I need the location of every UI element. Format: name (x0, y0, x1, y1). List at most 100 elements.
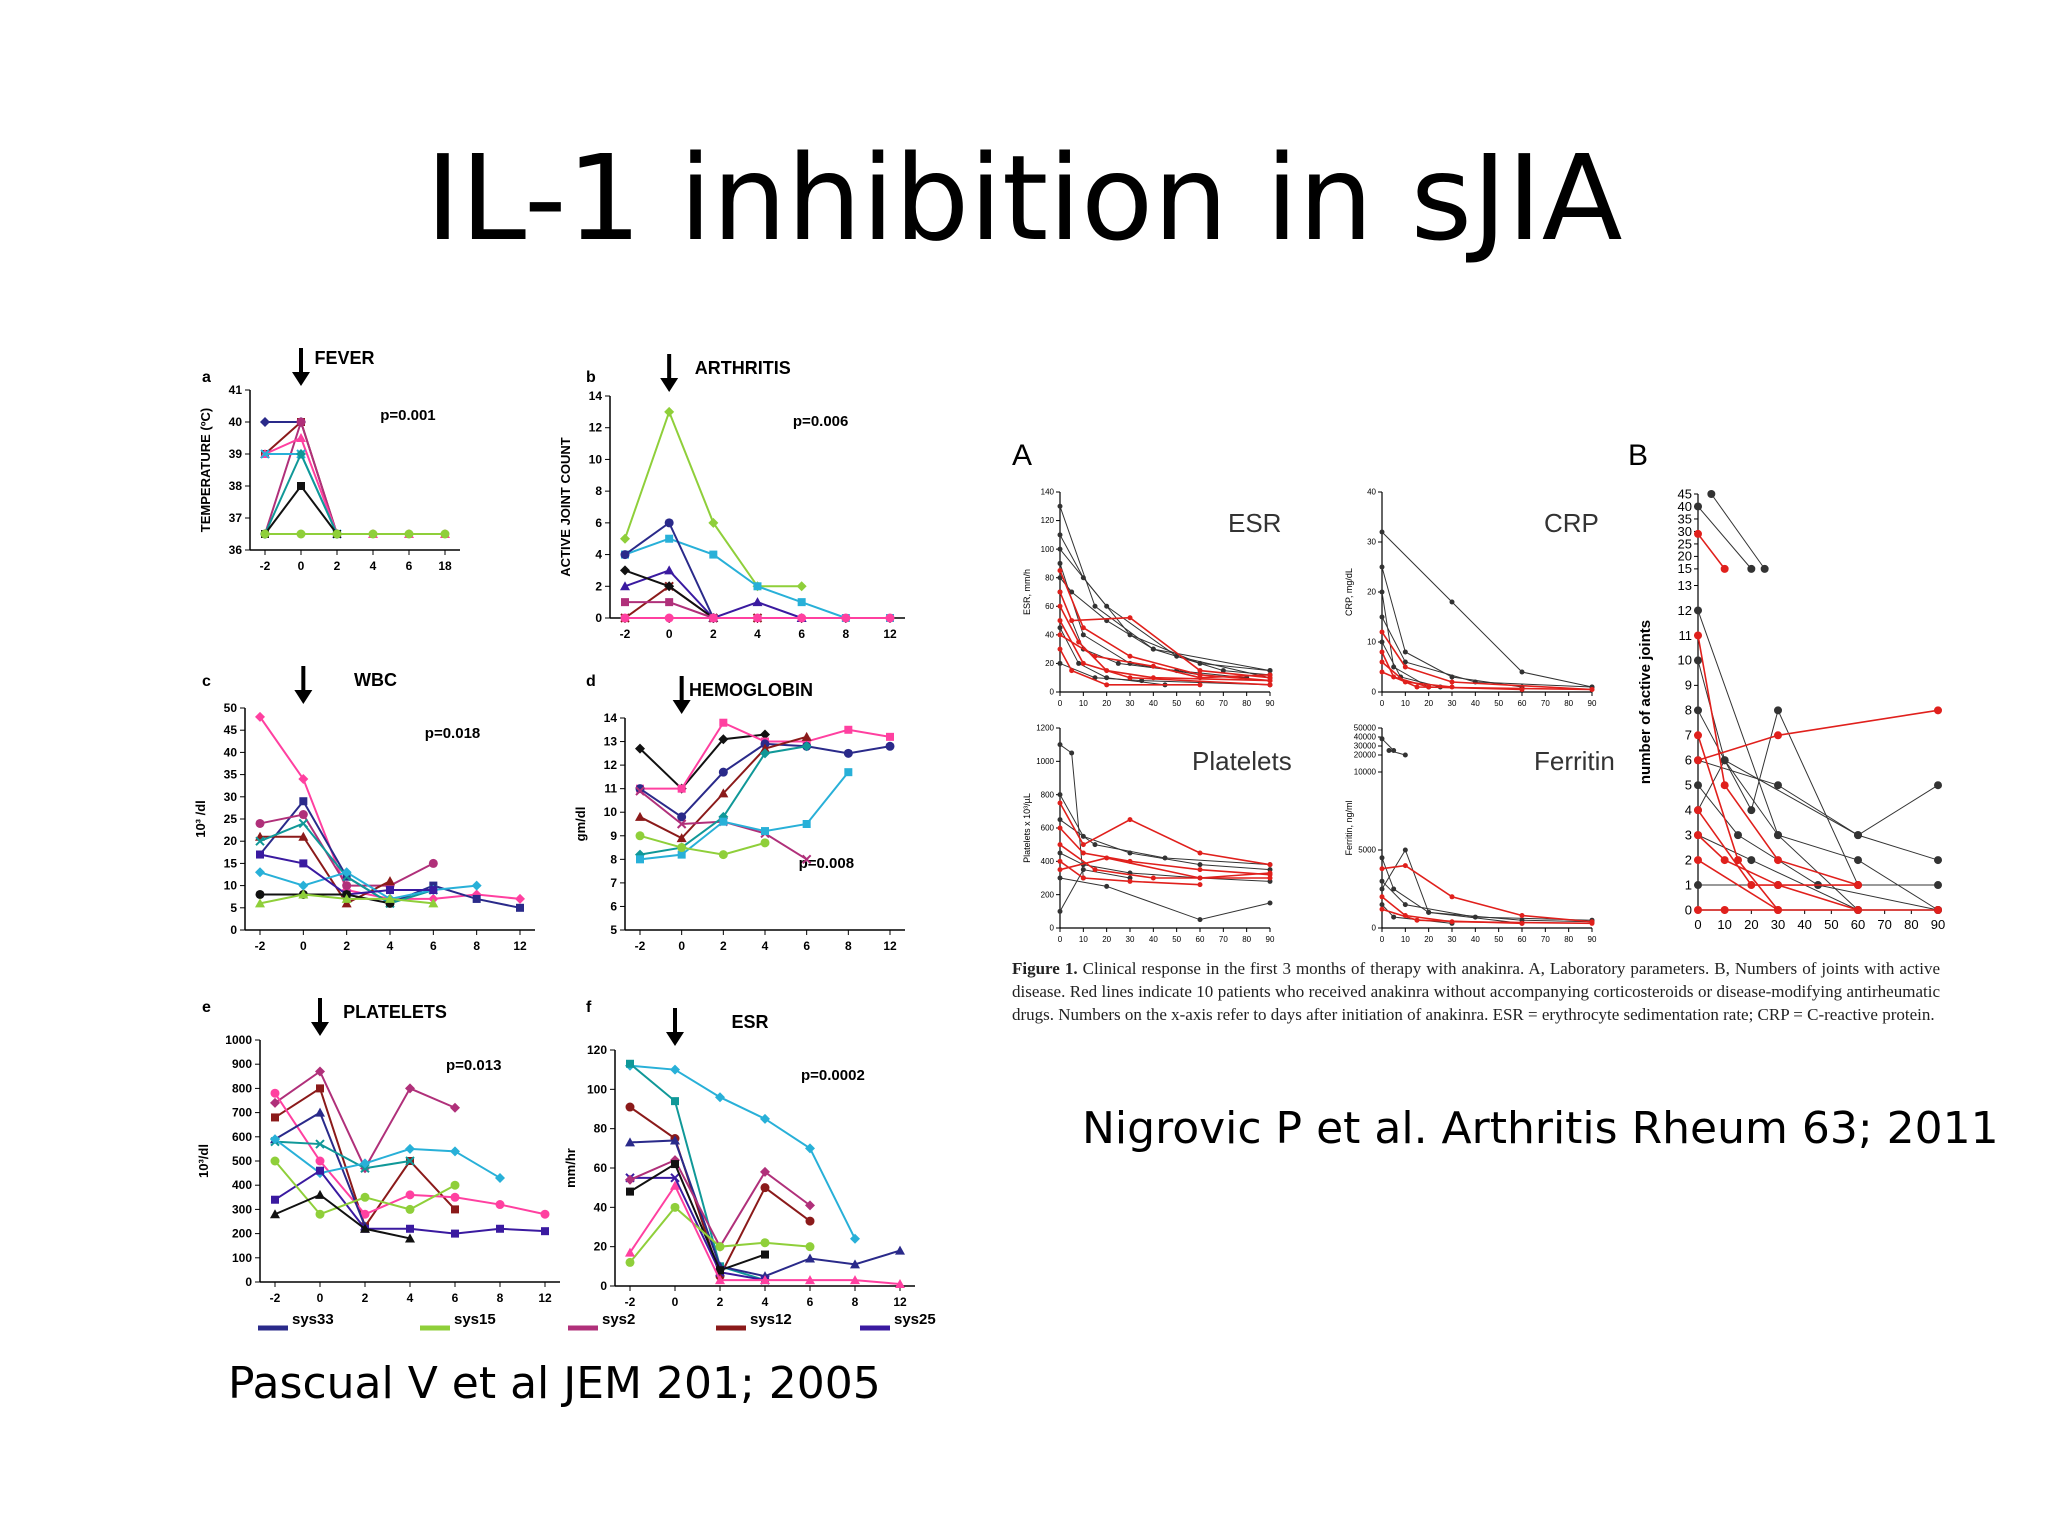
y-tick-label: 0 (230, 923, 237, 937)
x-tick-label: 4 (387, 939, 394, 953)
data-point (844, 725, 853, 734)
data-point (260, 449, 270, 459)
data-point (255, 711, 265, 722)
gray-line-point (1934, 781, 1942, 790)
data-point (895, 1245, 905, 1255)
series-line (629, 1183, 901, 1286)
series-line (274, 1069, 456, 1171)
gray-line-point (1854, 856, 1862, 865)
chart-title: PLATELETS (343, 1002, 447, 1022)
x-tick-label: 2 (717, 1295, 724, 1309)
data-point (271, 1195, 279, 1204)
red-line-point (1267, 862, 1273, 868)
data-point (715, 1092, 725, 1103)
y-tick-label: 4 (595, 548, 602, 562)
gray-line-point (1162, 855, 1168, 861)
data-point (718, 811, 729, 822)
x-tick-label: -2 (635, 939, 646, 953)
data-point (718, 850, 728, 860)
red-line-point (1069, 618, 1075, 624)
y-tick-label: 0 (595, 611, 602, 625)
x-tick-label: 70 (1877, 917, 1891, 932)
data-point (805, 1253, 815, 1263)
x-tick-label: 6 (452, 1291, 459, 1305)
chart-title: ARTHRITIS (695, 358, 791, 378)
x-tick-label: 30 (1771, 917, 1785, 932)
data-point (405, 1143, 415, 1154)
x-tick-label: 0 (1380, 935, 1385, 944)
series-sys15 (270, 1156, 460, 1219)
data-point (841, 613, 851, 623)
gray-line-point (1519, 669, 1525, 675)
series-sys15 (255, 889, 439, 908)
y-tick-label: 25 (1678, 536, 1692, 551)
citation-nigrovic: Nigrovic P et al. Arthritis Rheum 63; 20… (1082, 1103, 1999, 1154)
gray-line-point (1115, 660, 1121, 666)
y-tick-label: 2 (1685, 852, 1692, 867)
x-tick-label: 0 (678, 939, 685, 953)
gray-line-point (1472, 914, 1478, 920)
x-tick-label: 2 (343, 939, 350, 953)
y-axis-label: mm/hr (563, 1148, 578, 1188)
gray-line-point (1720, 756, 1729, 765)
data-point (298, 831, 309, 841)
x-tick-label: 90 (1266, 935, 1275, 944)
series-line (260, 835, 391, 905)
data-point (315, 1156, 325, 1166)
x-tick-label: -2 (255, 939, 266, 953)
x-tick-label: 20 (1744, 917, 1758, 932)
red-line (1059, 634, 1271, 679)
y-tick-label: 13 (604, 735, 618, 749)
red-line-point (1057, 842, 1063, 848)
y-tick-label: 5 (610, 923, 617, 937)
gray-line (1381, 857, 1593, 923)
data-point (626, 1187, 634, 1196)
gray-line-point (1080, 867, 1086, 873)
y-tick-label: 8 (610, 852, 617, 866)
gray-line-point (1694, 502, 1702, 511)
data-point (719, 817, 728, 826)
gray-line-point (1197, 917, 1203, 923)
data-point (753, 582, 762, 591)
data-point (450, 1180, 460, 1190)
gray-line (1059, 534, 1271, 672)
red-line-point (1197, 675, 1203, 681)
x-tick-label: 70 (1541, 935, 1550, 944)
x-tick-label: 80 (1564, 935, 1573, 944)
y-tick-label: 30 (1678, 524, 1692, 539)
panel-letter: c (202, 673, 211, 690)
gray-line-point (1174, 653, 1180, 659)
y-tick-label: 40 (229, 415, 243, 429)
series-line (274, 1140, 411, 1170)
x-tick-label: 2 (334, 559, 341, 573)
series-sys25 (625, 1173, 770, 1285)
gray-line (1059, 627, 1166, 686)
y-tick-label: 10 (1678, 653, 1692, 668)
series-line (624, 569, 803, 620)
x-tick-label: 60 (1851, 917, 1865, 932)
red-line-point (1127, 878, 1133, 884)
x-tick-label: 30 (1448, 699, 1457, 708)
data-point (625, 1257, 635, 1267)
y-tick-label: 80 (1045, 573, 1054, 582)
data-point (255, 836, 265, 846)
gray-line-point (1426, 909, 1432, 915)
y-tick-label: 800 (232, 1081, 252, 1095)
red-line-point (1449, 894, 1455, 900)
red-line-point (1057, 825, 1063, 831)
data-point (255, 818, 265, 828)
y-axis-label: 10³ /dl (193, 800, 208, 838)
series-line (629, 1162, 766, 1272)
red-line-point (1747, 881, 1756, 890)
data-point (495, 1172, 505, 1183)
red-line-point (1402, 863, 1408, 869)
data-point (496, 1224, 504, 1233)
data-point (670, 1135, 680, 1145)
x-tick-label: 10 (1401, 935, 1410, 944)
gray-line (1381, 848, 1523, 924)
data-point (665, 534, 674, 543)
x-tick-label: 12 (513, 939, 527, 953)
data-point (515, 893, 525, 904)
data-point (332, 529, 342, 539)
